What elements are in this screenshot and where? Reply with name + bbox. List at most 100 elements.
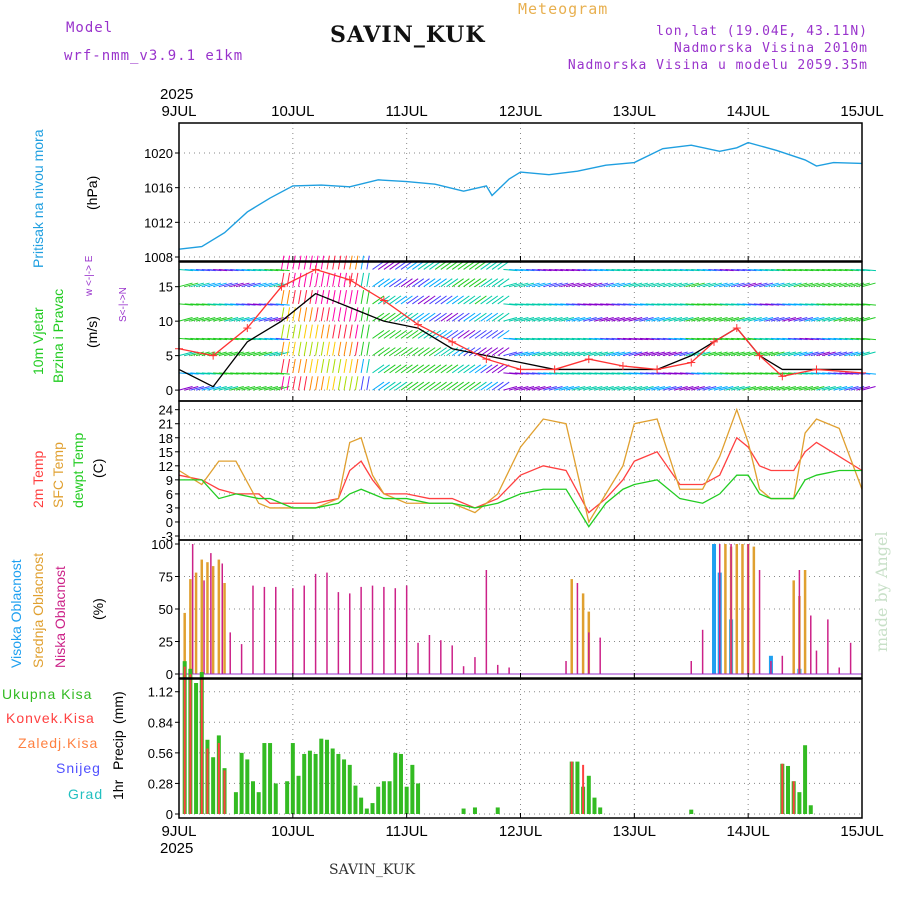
wind-arrow bbox=[457, 295, 470, 305]
wind-arrow bbox=[748, 282, 762, 288]
wind-arrow bbox=[195, 317, 210, 322]
wind-arrow bbox=[861, 337, 876, 341]
cloud-bar-low bbox=[360, 586, 362, 674]
precip-bar-convective bbox=[200, 677, 203, 814]
wind-arrow bbox=[514, 351, 529, 357]
wind-arrow bbox=[617, 385, 631, 391]
wind-arrow bbox=[514, 282, 529, 288]
wind-arrow bbox=[354, 290, 359, 305]
wind-arrow bbox=[770, 317, 785, 322]
wind-arrow bbox=[337, 324, 342, 339]
wind-arrow bbox=[816, 351, 831, 357]
wind-arrow bbox=[429, 347, 442, 357]
wind-arrow bbox=[651, 317, 666, 322]
wind-arrow bbox=[537, 317, 552, 322]
wind-arrow bbox=[315, 324, 319, 339]
wind-arrow bbox=[804, 351, 819, 357]
wind-arrow bbox=[719, 317, 734, 322]
wind-arrow bbox=[827, 385, 842, 391]
wind-arrow bbox=[230, 385, 244, 391]
wind-arrow bbox=[526, 351, 540, 357]
wind-arrow bbox=[349, 341, 353, 356]
cloud-bar-mid bbox=[189, 579, 192, 674]
wind-arrow bbox=[696, 385, 711, 391]
wind-arrow bbox=[218, 351, 233, 357]
wind-arrow bbox=[565, 317, 580, 322]
precip-bar-total bbox=[376, 786, 381, 814]
time-tick-bottom: 10JUL bbox=[271, 823, 314, 840]
wind-arrow bbox=[679, 317, 694, 322]
wind-arrow bbox=[377, 381, 390, 391]
wind-arrow bbox=[337, 272, 342, 287]
wind-arrow bbox=[679, 351, 694, 357]
precip-bar-total bbox=[296, 775, 301, 814]
wind-arrow bbox=[230, 317, 244, 322]
wind-arrow bbox=[713, 282, 728, 288]
wind-arrow bbox=[491, 261, 504, 270]
wind-arrow bbox=[463, 295, 476, 305]
wind-arrow bbox=[434, 312, 447, 322]
wind-arrow bbox=[412, 312, 425, 322]
wind-arrow bbox=[674, 385, 688, 391]
wind-arrow bbox=[383, 278, 396, 288]
precip-bar-convective bbox=[582, 764, 585, 814]
wind-arrow bbox=[320, 272, 325, 287]
wind-arrow bbox=[423, 261, 436, 270]
wind-arrow bbox=[486, 381, 499, 391]
wind-arrow bbox=[258, 351, 273, 357]
wind-arrow bbox=[275, 385, 290, 391]
wind-arrow bbox=[252, 351, 267, 357]
time-tick-bottom: 9JUL bbox=[161, 823, 196, 840]
precip-bar-convective bbox=[570, 761, 573, 814]
station-title: SAVIN_KUK bbox=[330, 22, 486, 48]
model-value: wrf-nmm_v3.9.1 e1km bbox=[64, 48, 244, 64]
wind-arrow bbox=[679, 282, 694, 288]
cloud-bar-mid bbox=[200, 559, 204, 674]
time-tick-bottom: 14JUL bbox=[726, 823, 769, 840]
wind-arrow bbox=[241, 351, 256, 357]
wind-arrow bbox=[691, 385, 705, 391]
time-tick-top: 13JUL bbox=[613, 103, 656, 120]
wind-arrow bbox=[474, 278, 487, 288]
wind-arrow bbox=[298, 341, 302, 356]
wind-arrow bbox=[468, 347, 482, 357]
wind-arrow bbox=[833, 282, 848, 288]
wind-arrow bbox=[708, 317, 722, 322]
wind-arrow bbox=[622, 317, 637, 322]
wind-arrow bbox=[377, 261, 390, 270]
wind-arrow bbox=[839, 282, 853, 288]
wind-arrow bbox=[645, 317, 660, 322]
y-tick-label: 10 bbox=[159, 314, 173, 329]
wind-arrow bbox=[776, 385, 791, 391]
wind-arrow bbox=[582, 282, 597, 288]
wind-arrow bbox=[383, 364, 396, 374]
y-tick-label: 0 bbox=[166, 515, 173, 530]
wind-arrow bbox=[600, 282, 614, 288]
wind-arrow bbox=[360, 290, 365, 305]
wind-arrow bbox=[537, 351, 552, 357]
wind-arrow bbox=[639, 351, 654, 357]
wind-arrow bbox=[178, 351, 193, 357]
cloud-bar-low bbox=[383, 586, 385, 674]
wind-arrow bbox=[286, 307, 291, 322]
wind-arrow bbox=[611, 317, 626, 322]
cloud-bar-low bbox=[701, 629, 704, 674]
wind-arrow bbox=[782, 351, 796, 357]
wind-arrow bbox=[178, 282, 193, 288]
cloud-bar-low bbox=[252, 585, 254, 674]
wind-arrow bbox=[400, 278, 413, 288]
wind-arrow bbox=[696, 317, 711, 322]
y-tick-label: 9 bbox=[166, 473, 173, 488]
wind-arrow bbox=[491, 364, 504, 374]
wind-arrow bbox=[280, 341, 285, 356]
wind-arrow bbox=[497, 312, 510, 322]
wind-arrow bbox=[497, 295, 510, 305]
wind-arrow bbox=[770, 385, 785, 391]
wind-arrow bbox=[480, 381, 493, 391]
wind-arrow bbox=[827, 282, 842, 288]
time-tick-bottom: 15JUL bbox=[840, 823, 883, 840]
cloud-bar-low bbox=[210, 553, 212, 674]
wind-arrow bbox=[736, 385, 751, 391]
wind-arrow bbox=[588, 385, 603, 391]
wind-arrow bbox=[753, 385, 768, 391]
